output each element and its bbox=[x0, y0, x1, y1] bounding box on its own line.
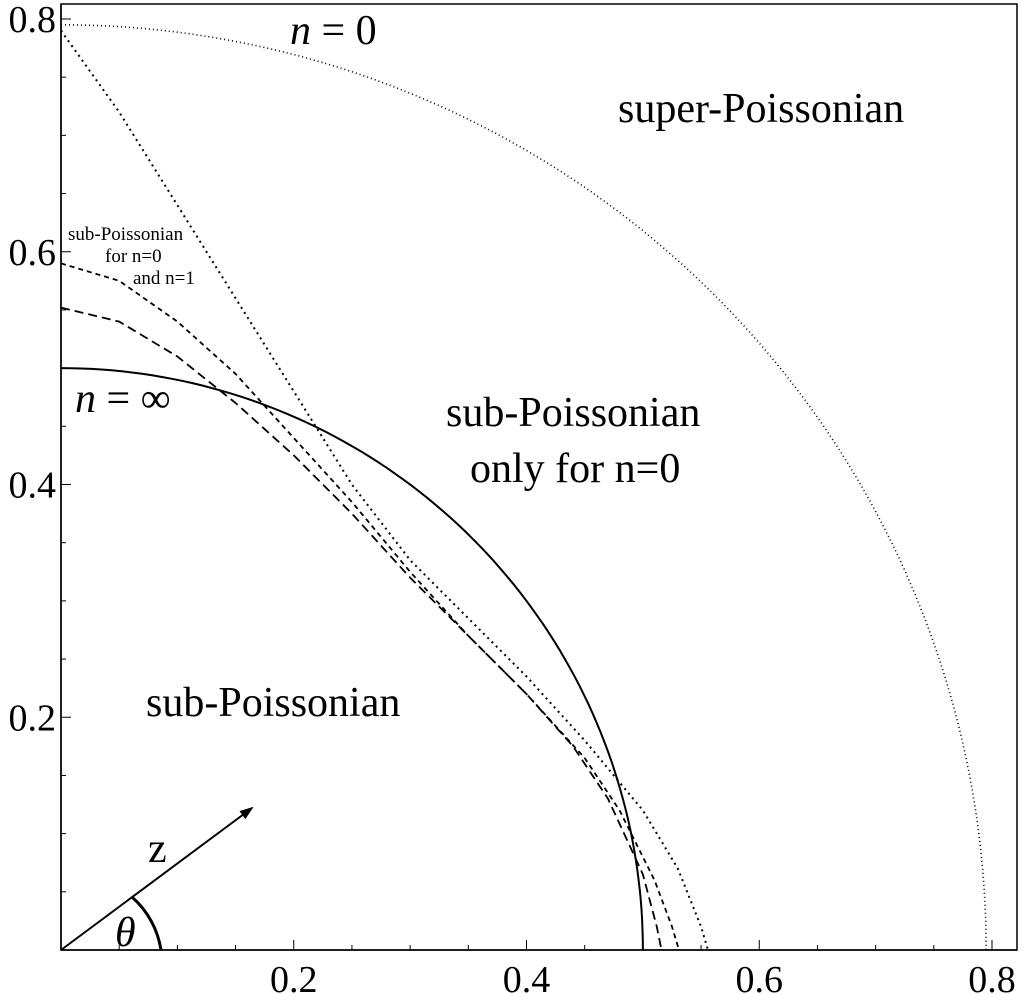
series-line-3 bbox=[60, 262, 680, 951]
z-vector-arrow bbox=[60, 806, 254, 951]
label-theta: θ bbox=[115, 910, 136, 956]
y-tick-label: 0.8 bbox=[9, 0, 57, 41]
curves bbox=[60, 24, 987, 951]
label-sub-only-1: sub-Poissonian bbox=[446, 390, 700, 436]
label-n-zero: n = 0 bbox=[290, 8, 377, 54]
y-tick-label: 0.6 bbox=[9, 232, 57, 274]
y-tick-label: 0.2 bbox=[9, 697, 57, 739]
label-n-infinity: n = ∞ bbox=[75, 376, 171, 422]
x-tick-label: 0.4 bbox=[503, 959, 551, 994]
y-tick-label: 0.4 bbox=[9, 465, 57, 507]
x-tick-label: 0.2 bbox=[270, 959, 318, 994]
note-line-2: for n=0 bbox=[105, 246, 162, 267]
series-line-2 bbox=[60, 30, 709, 951]
theta-arc bbox=[131, 895, 163, 951]
label-sub-poissonian: sub-Poissonian bbox=[146, 680, 400, 726]
series-line-5 bbox=[60, 367, 644, 951]
note-line-3: and n=1 bbox=[133, 268, 195, 289]
note-line-1: sub-Poissonian bbox=[68, 224, 184, 245]
label-z: z bbox=[148, 826, 167, 872]
x-tick-label: 0.8 bbox=[968, 959, 1016, 994]
x-tick-label: 0.6 bbox=[736, 959, 784, 994]
label-super-poissonian: super-Poissonian bbox=[618, 86, 904, 132]
label-sub-only-2: only for n=0 bbox=[470, 446, 680, 492]
tick-labels: 0.2 0.4 0.6 0.8 0.2 0.4 0.6 0.8 bbox=[9, 0, 1016, 994]
